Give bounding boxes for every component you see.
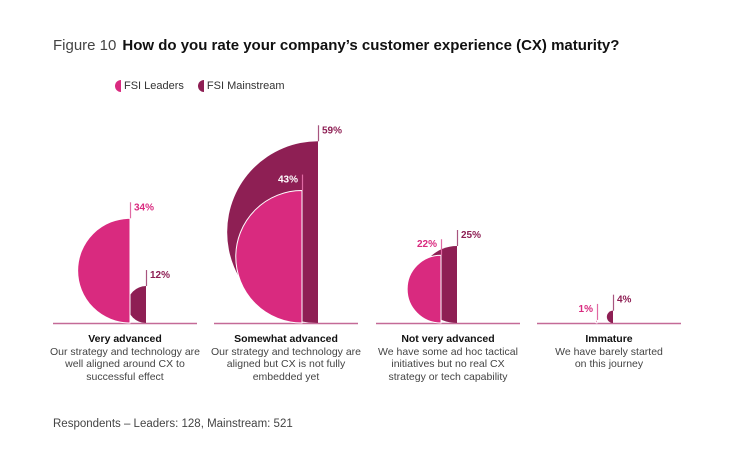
chart-question: How do you rate your company’s customer … <box>122 37 620 54</box>
category-description: Our strategy and technology are aligned … <box>211 345 362 383</box>
category-name: Very advanced <box>88 333 162 345</box>
category-name: Not very advanced <box>401 333 495 345</box>
figure-label: Figure 10 <box>53 37 117 54</box>
leaders-mark-1 <box>235 190 303 324</box>
category-name: Somewhat advanced <box>234 333 338 345</box>
mainstream-value-label-1: 59% <box>322 125 342 136</box>
category-description: We have barely started on this journey <box>555 345 663 371</box>
leaders-mark-2 <box>406 254 442 324</box>
leaders-value-label-1: 43% <box>278 175 298 186</box>
legend-item-mainstream: FSI Mainstream <box>197 80 285 92</box>
leaders-value-label-2: 22% <box>417 239 437 250</box>
legend-swatch-mainstream <box>197 80 204 92</box>
category-description: We have some ad hoc tactical initiatives… <box>378 345 518 383</box>
leaders-mark-3 <box>595 319 598 324</box>
mainstream-value-label-3: 4% <box>617 295 632 306</box>
leaders-value-label-0: 34% <box>134 202 154 213</box>
mainstream-value-label-2: 25% <box>461 230 481 241</box>
footnote: Respondents – Leaders: 128, Mainstream: … <box>53 418 293 430</box>
leaders-mark-0 <box>77 217 131 324</box>
legend-label-mainstream: FSI Mainstream <box>206 80 285 92</box>
category-somewhat-advanced: Somewhat advanced Our strategy and techn… <box>211 333 361 383</box>
category-not-very-advanced: Not very advanced We have some ad hoc ta… <box>373 333 523 383</box>
leaders-value-label-3: 1% <box>579 304 594 315</box>
legend-label-leaders: FSI Leaders <box>124 80 184 92</box>
category-immature: Immature We have barely started on this … <box>534 333 684 371</box>
category-name: Immature <box>585 333 633 345</box>
chart-title: Figure 10 How do you rate your company’s … <box>53 37 619 54</box>
category-very-advanced: Very advanced Our strategy and technolog… <box>50 333 200 383</box>
legend: FSI Leaders FSI Mainstream <box>115 80 285 92</box>
legend-item-leaders: FSI Leaders <box>115 80 184 92</box>
category-description: Our strategy and technology are well ali… <box>50 345 201 383</box>
legend-swatch-leaders <box>115 80 121 92</box>
mainstream-mark-0 <box>127 286 146 323</box>
mainstream-value-label-0: 12% <box>150 270 170 281</box>
mainstream-mark-3 <box>606 310 613 323</box>
